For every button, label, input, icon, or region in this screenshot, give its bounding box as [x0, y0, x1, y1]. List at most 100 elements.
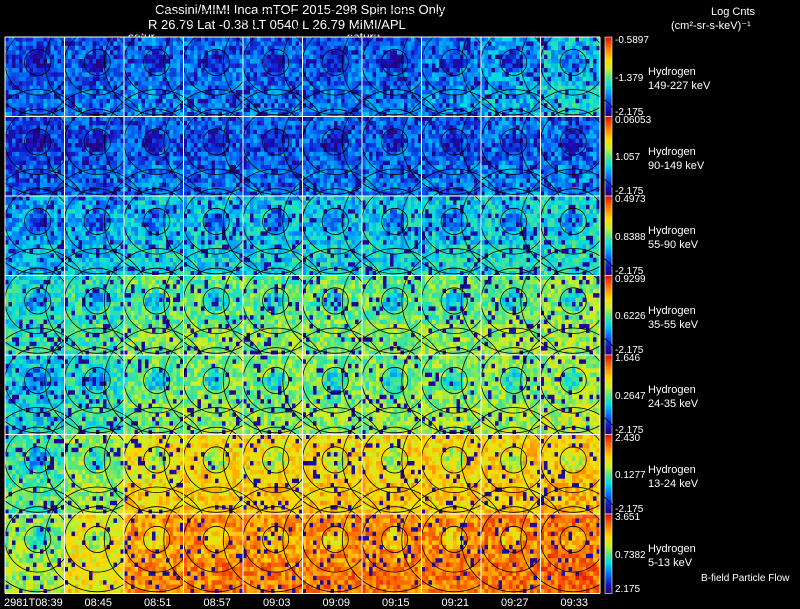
heatmap-cell: [519, 76, 524, 82]
heatmap-cell: [369, 103, 373, 108]
heatmap-cell: [551, 63, 555, 69]
heatmap-cell: [155, 138, 160, 144]
heatmap-cell: [159, 134, 163, 139]
heatmap-cell: [309, 107, 314, 113]
heatmap-cell: [572, 107, 576, 113]
heatmap-cell: [92, 59, 97, 64]
heatmap-cell: [355, 120, 359, 126]
heatmap-cell: [243, 59, 247, 64]
heatmap-cell: [103, 45, 107, 51]
heatmap-cell: [341, 76, 345, 82]
heatmap-cell: [36, 138, 41, 144]
heatmap-cell: [197, 59, 202, 64]
heatmap-cell: [365, 90, 370, 95]
heatmap-cell: [29, 90, 34, 95]
heatmap-cell: [509, 41, 513, 47]
heatmap-cell: [110, 134, 114, 139]
heatmap-cell: [271, 103, 275, 108]
heatmap-cell: [92, 63, 97, 69]
heatmap-cell: [120, 112, 125, 117]
heatmap-cell: [232, 147, 237, 153]
heatmap-cell: [138, 63, 142, 69]
heatmap-cell: [61, 187, 65, 192]
heatmap-cell: [281, 120, 286, 126]
heatmap-cell: [204, 112, 209, 117]
heatmap-cell: [502, 85, 506, 91]
heatmap-cell: [288, 59, 293, 64]
heatmap-cell: [243, 134, 247, 139]
heatmap-cell: [288, 90, 293, 95]
heatmap-cell: [334, 138, 338, 144]
heatmap-cell: [75, 125, 79, 131]
heatmap-cell: [106, 116, 111, 122]
heatmap-cell: [411, 50, 415, 55]
heatmap-cell: [166, 94, 170, 100]
heatmap-cell: [250, 63, 254, 69]
heatmap-cell: [309, 138, 314, 144]
heatmap-cell: [323, 138, 328, 144]
heatmap-cell: [288, 98, 293, 104]
heatmap-cell: [449, 85, 454, 91]
heatmap-cell: [544, 72, 548, 78]
heatmap-cell: [218, 59, 223, 64]
heatmap-cell: [92, 107, 97, 113]
heatmap-cell: [120, 173, 125, 179]
heatmap-cell: [295, 76, 300, 82]
heatmap-cell: [257, 173, 261, 179]
heatmap-cell: [5, 129, 9, 135]
heatmap-cell: [124, 191, 128, 197]
heatmap-cell: [26, 98, 30, 104]
heatmap-cell: [257, 76, 261, 82]
heatmap-cell: [215, 50, 219, 55]
heatmap-cell: [120, 37, 125, 42]
heatmap-cell: [26, 50, 30, 55]
heatmap-cell: [271, 107, 275, 113]
heatmap-cell: [22, 165, 27, 170]
heatmap-cell: [243, 50, 247, 55]
heatmap-cell: [138, 156, 142, 161]
heatmap-cell: [355, 81, 359, 86]
heatmap-cell: [106, 72, 111, 78]
heatmap-cell: [274, 116, 279, 122]
heatmap-cell: [85, 182, 90, 188]
heatmap-cell: [271, 182, 275, 188]
heatmap-cell: [470, 94, 475, 100]
heatmap-cell: [257, 37, 261, 42]
heatmap-cell: [71, 94, 76, 100]
heatmap-cell: [162, 81, 167, 86]
heatmap-cell: [274, 143, 279, 148]
heatmap-cell: [250, 59, 254, 64]
heatmap-cell: [246, 72, 251, 78]
heatmap-cell: [288, 54, 293, 60]
heatmap-cell: [208, 85, 212, 91]
heatmap-cell: [488, 54, 492, 60]
heatmap-cell: [383, 41, 387, 47]
heatmap-cell: [323, 178, 328, 184]
heatmap-cell: [26, 147, 30, 153]
heatmap-cell: [166, 173, 170, 179]
heatmap-cell: [169, 103, 174, 108]
heatmap-cell: [71, 156, 76, 161]
heatmap-cell: [225, 90, 230, 95]
heatmap-cell: [355, 151, 359, 157]
heatmap-cell: [152, 103, 156, 108]
heatmap-cell: [225, 94, 230, 100]
heatmap-cell: [491, 41, 496, 47]
heatmap-cell: [323, 41, 328, 47]
heatmap-cell: [26, 138, 30, 144]
heatmap-cell: [537, 50, 541, 55]
heatmap-cell: [155, 103, 160, 108]
heatmap-cell: [162, 182, 167, 188]
heatmap-cell: [64, 169, 69, 175]
heatmap-cell: [201, 191, 205, 197]
heatmap-cell: [117, 45, 121, 51]
heatmap-cell: [411, 76, 415, 82]
heatmap-cell: [166, 147, 170, 153]
heatmap-cell: [131, 85, 135, 91]
heatmap-cell: [239, 191, 244, 197]
heatmap-cell: [54, 125, 58, 131]
heatmap-cell: [355, 37, 359, 42]
heatmap-cell: [124, 63, 128, 69]
heatmap-cell: [565, 94, 569, 100]
heatmap-cell: [92, 125, 97, 131]
